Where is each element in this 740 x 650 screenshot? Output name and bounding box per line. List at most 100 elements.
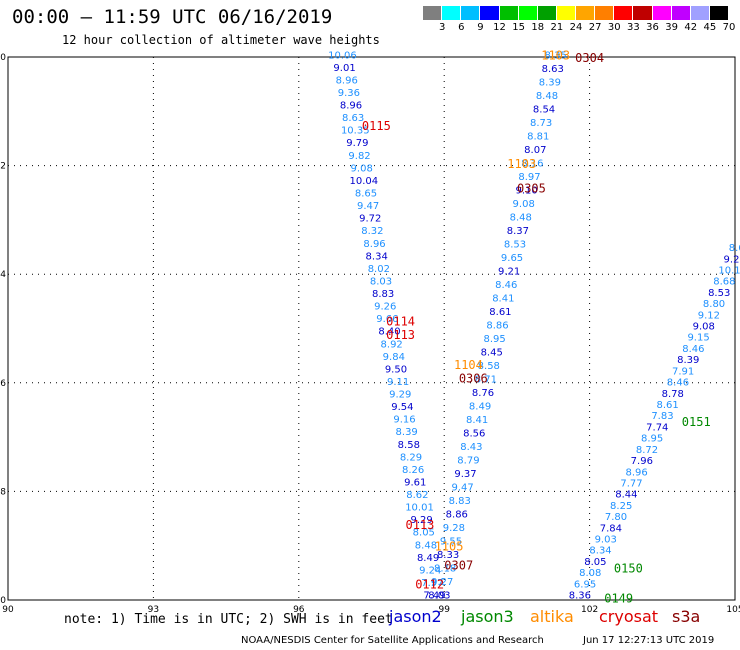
- color-swatch: [480, 6, 500, 20]
- swh-value: 9.11: [387, 377, 409, 388]
- swh-value: 9.21: [498, 266, 520, 277]
- swh-value: 9.26: [374, 302, 396, 313]
- color-scale-label: 3: [438, 22, 446, 33]
- swh-value: 8.72: [636, 445, 658, 456]
- lon-tick-label: 96: [293, 605, 305, 615]
- swh-value: 7.77: [620, 478, 642, 489]
- swh-value: 8.81: [527, 131, 549, 142]
- color-scale-label: 15: [512, 22, 525, 33]
- swh-value: 10.06: [328, 50, 357, 61]
- color-swatch: [690, 6, 710, 20]
- swh-value: 8.39: [539, 77, 561, 88]
- swh-value: 8.08: [579, 568, 601, 579]
- swh-value: 7.84: [600, 523, 622, 534]
- lat-tick-label: -20: [0, 53, 6, 63]
- swh-value: 8.46: [495, 280, 517, 291]
- color-swatch: [671, 6, 691, 20]
- color-swatch: [614, 6, 634, 20]
- swh-value: 8.95: [483, 334, 505, 345]
- swh-value: 8.05: [584, 557, 606, 568]
- swh-value: 8.32: [361, 226, 383, 237]
- swh-value: 8.96: [340, 101, 362, 112]
- color-scale-label: 30: [607, 22, 621, 33]
- swh-value: 9.50: [385, 364, 407, 375]
- swh-value: 8.45: [481, 347, 503, 358]
- pass-time-label: 0113: [386, 328, 415, 342]
- swh-value: 8.96: [363, 239, 385, 250]
- swh-value: 8.48: [415, 540, 437, 551]
- swh-value: 8.58: [398, 440, 420, 451]
- page-subtitle: 12 hour collection of altimeter wave hei…: [62, 33, 380, 47]
- swh-value: 7.80: [605, 512, 627, 523]
- swh-value: 9.08: [693, 322, 715, 333]
- lon-tick-label: 90: [2, 605, 14, 615]
- swh-value: 8.63: [342, 113, 364, 124]
- swh-value: 9.47: [451, 483, 473, 494]
- lon-tick-label: 93: [148, 605, 159, 615]
- swh-value: 9.66: [376, 314, 398, 325]
- lon-tick-label: 105: [726, 605, 740, 615]
- swh-value: 9.27: [431, 577, 453, 588]
- swh-value: 7.97: [421, 578, 443, 589]
- swh-value: 9.28: [443, 523, 465, 534]
- color-swatch: [442, 6, 462, 20]
- swh-value: 8.79: [457, 455, 479, 466]
- swh-value: 8.97: [518, 172, 540, 183]
- legend-s3a: s3a: [672, 607, 701, 626]
- pass-time-label: 0115: [362, 119, 391, 133]
- swh-value: 8.61: [656, 400, 678, 411]
- swh-value: 8.37: [507, 226, 529, 237]
- swh-value: 7.91: [672, 366, 694, 377]
- swh-value: 9.65: [501, 253, 523, 264]
- swh-value: 8.83: [372, 289, 394, 300]
- swh-value: 9.47: [357, 201, 379, 212]
- color-scale-label: 45: [703, 22, 717, 33]
- swh-value: 8.53: [708, 288, 730, 299]
- swh-value: 9.82: [348, 151, 370, 162]
- swh-value: 10.35: [341, 126, 370, 137]
- swh-value: 8.39: [677, 355, 699, 366]
- pass-time-label: 1103: [541, 48, 570, 62]
- color-swatch: [499, 6, 519, 20]
- swh-value: 9.84: [383, 352, 405, 363]
- swh-value: 8.80: [703, 299, 725, 310]
- color-swatch: [537, 6, 557, 20]
- swh-value: 9.08: [351, 163, 373, 174]
- lat-tick-label: -22: [0, 162, 6, 172]
- swh-value: 10.04: [350, 176, 379, 187]
- legend-jason3: jason3: [461, 607, 514, 626]
- swh-value: 8.34: [589, 546, 611, 557]
- color-swatch: [556, 6, 576, 20]
- pass-time-label: 0304: [575, 51, 604, 65]
- swh-value: 8.49: [469, 401, 491, 412]
- pass-time-label: 1103: [507, 157, 536, 171]
- swh-value: 9.61: [404, 477, 426, 488]
- swh-value: 8.05: [413, 528, 435, 539]
- swh-value: 8.07: [524, 145, 546, 156]
- legend-altika: altika: [530, 607, 574, 626]
- swh-value: 8.41: [492, 293, 514, 304]
- swh-value: 8.73: [530, 118, 552, 129]
- color-swatch: [652, 6, 672, 20]
- swh-value: 10.01: [405, 503, 434, 514]
- pass-time-label: 0307: [444, 559, 473, 573]
- color-swatch: [518, 6, 538, 20]
- pass-time-label: 0305: [517, 181, 546, 195]
- swh-value: 8.62: [406, 490, 428, 501]
- color-scale-label: 21: [550, 22, 564, 33]
- color-scale-label: 70: [722, 22, 736, 33]
- lat-tick-label: -30: [0, 596, 6, 606]
- page-title: 00:00 – 11:59 UTC 06/16/2019: [12, 6, 333, 28]
- swh-value: 8.95: [641, 434, 663, 445]
- swh-value: 9.12: [698, 310, 720, 321]
- swh-value: 8.40: [378, 327, 400, 338]
- swh-value: 8.02: [368, 264, 390, 275]
- color-scale-label: 36: [646, 22, 659, 33]
- pass-time-label: 0114: [386, 314, 415, 328]
- pass-time-label: 0151: [682, 415, 711, 429]
- color-scale-label: 18: [531, 22, 545, 33]
- swh-value: 8.41: [466, 415, 488, 426]
- pass-time-label: 0150: [614, 561, 643, 575]
